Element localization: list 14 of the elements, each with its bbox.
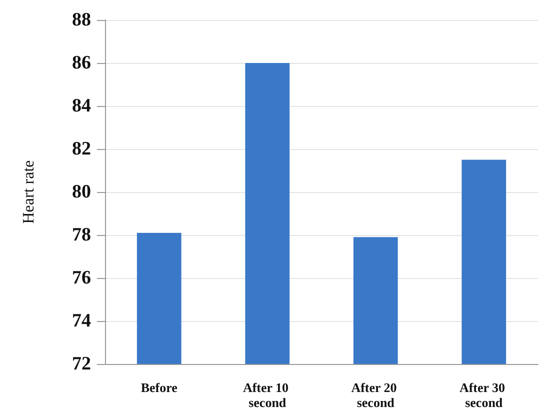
y-tick-label: 84 [72,96,92,116]
x-tick-label: After 30 second [459,380,508,410]
y-tick-label: 88 [72,10,91,30]
y-tick-label: 86 [72,52,91,74]
x-tick-label: After 20 second [351,380,400,410]
y-tick-label: 82 [72,138,91,160]
y-tick-label: 80 [72,182,91,202]
y-tick-label: 72 [72,354,91,374]
y-tick-label: 76 [72,268,91,288]
y-tick-label: 78 [72,224,91,246]
x-tick-label: Before [140,380,178,395]
y-tick-label: 74 [72,310,92,332]
x-tick-label: After 10 second [242,380,292,410]
y-axis-title: Heart rate [20,160,38,224]
